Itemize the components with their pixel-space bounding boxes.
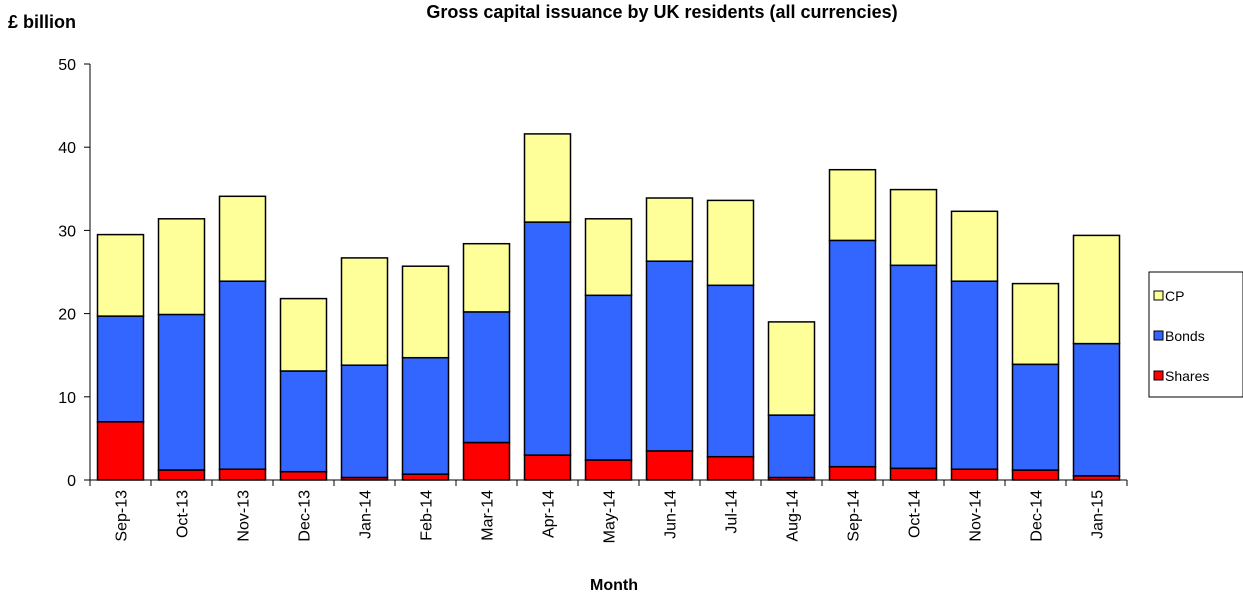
x-tick-label: May-14 — [602, 490, 619, 543]
bar-shares-feb-14 — [401, 473, 450, 481]
bar-cp-nov-13 — [218, 195, 267, 282]
bar-cp-feb-14 — [401, 265, 450, 359]
bar-cp-nov-14 — [950, 210, 999, 282]
y-tick-label: 30 — [58, 223, 76, 240]
x-tick-label: Feb-14 — [419, 490, 436, 541]
bar-bonds-jan-15 — [1072, 342, 1121, 477]
bar-shares-sep-14 — [828, 465, 877, 481]
legend-label-cp: CP — [1165, 288, 1184, 304]
bar-shares-oct-14 — [889, 467, 938, 481]
bar-bonds-dec-14 — [1011, 363, 1060, 471]
x-tick-label: Nov-14 — [968, 490, 985, 542]
bar-shares-mar-14 — [462, 441, 511, 481]
tick-labels-layer: 0 10 20 30 40 50 Sep-13 Oct-13 Nov-13 Dec-13 Jan-1… — [58, 57, 1106, 543]
x-tick-label: Apr-14 — [541, 490, 558, 538]
bar-shares-nov-13 — [218, 468, 267, 481]
y-tick-label: 0 — [67, 473, 76, 490]
x-tick-label: Oct-14 — [907, 490, 924, 538]
bar-bonds-sep-14 — [828, 239, 877, 468]
bar-shares-apr-14 — [523, 454, 572, 481]
legend-swatch-cp — [1153, 290, 1164, 301]
x-tick-label: Mar-14 — [480, 490, 497, 541]
x-tick-label: Dec-14 — [1029, 490, 1046, 542]
y-tick-label: 50 — [58, 57, 76, 74]
x-tick-label: Jan-15 — [1090, 490, 1107, 539]
bar-shares-may-14 — [584, 459, 633, 481]
bar-cp-oct-14 — [889, 188, 938, 267]
bar-cp-may-14 — [584, 218, 633, 297]
y-tick-label: 20 — [58, 307, 76, 324]
bar-shares-jun-14 — [645, 450, 694, 481]
bar-shares-oct-13 — [157, 469, 206, 481]
bar-cp-apr-14 — [523, 133, 572, 223]
bar-cp-dec-14 — [1011, 282, 1060, 366]
bar-shares-jul-14 — [706, 455, 755, 481]
chart-title: Gross capital issuance by UK residents (… — [426, 2, 897, 22]
y-tick-label: 10 — [58, 390, 76, 407]
bar-shares-dec-14 — [1011, 469, 1060, 481]
bar-cp-sep-13 — [96, 233, 145, 317]
bar-bonds-nov-13 — [218, 280, 267, 470]
bar-bonds-sep-13 — [96, 315, 145, 423]
bar-cp-sep-14 — [828, 168, 877, 242]
bar-bonds-aug-14 — [767, 414, 816, 479]
bar-bonds-oct-13 — [157, 313, 206, 471]
x-tick-label: Sep-14 — [846, 490, 863, 542]
legend-label-bonds: Bonds — [1165, 328, 1205, 344]
x-axis-label: Month — [590, 577, 638, 594]
bar-shares-dec-13 — [279, 470, 328, 481]
bar-bonds-mar-14 — [462, 311, 511, 444]
bar-bonds-jul-14 — [706, 284, 755, 458]
bar-cp-jul-14 — [706, 199, 755, 287]
bar-bonds-apr-14 — [523, 221, 572, 456]
bar-shares-nov-14 — [950, 468, 999, 481]
bar-cp-mar-14 — [462, 242, 511, 313]
bar-bonds-jan-14 — [340, 364, 389, 479]
bar-bonds-feb-14 — [401, 356, 450, 475]
bar-bonds-jun-14 — [645, 260, 694, 452]
bar-bonds-dec-13 — [279, 370, 328, 473]
x-tick-label: Sep-13 — [114, 490, 131, 542]
x-tick-label: Oct-13 — [175, 490, 192, 538]
bar-cp-dec-13 — [279, 297, 328, 372]
y-unit-label: £ billion — [8, 12, 76, 32]
legend-swatch-shares — [1153, 370, 1164, 381]
x-tick-label: Jun-14 — [663, 490, 680, 539]
bar-cp-jan-14 — [340, 257, 389, 366]
bar-bonds-oct-14 — [889, 264, 938, 470]
bar-cp-oct-13 — [157, 218, 206, 316]
x-tick-label: Aug-14 — [785, 490, 802, 542]
legend-label-shares: Shares — [1165, 368, 1209, 384]
bars-layer — [96, 133, 1121, 481]
bar-cp-jan-15 — [1072, 234, 1121, 345]
legend-swatch-bonds — [1153, 330, 1164, 341]
axes-layer — [84, 63, 1128, 486]
x-tick-label: Jan-14 — [358, 490, 375, 539]
bar-bonds-may-14 — [584, 294, 633, 461]
x-tick-label: Dec-13 — [297, 490, 314, 542]
bar-cp-jun-14 — [645, 197, 694, 262]
x-tick-label: Jul-14 — [724, 490, 741, 534]
legend: CP Bonds Shares — [1148, 271, 1243, 398]
bar-cp-aug-14 — [767, 321, 816, 416]
x-tick-label: Nov-13 — [236, 490, 253, 542]
legend-box — [1148, 271, 1243, 398]
bar-bonds-nov-14 — [950, 280, 999, 470]
y-tick-label: 40 — [58, 140, 76, 157]
bar-shares-sep-13 — [96, 421, 145, 481]
